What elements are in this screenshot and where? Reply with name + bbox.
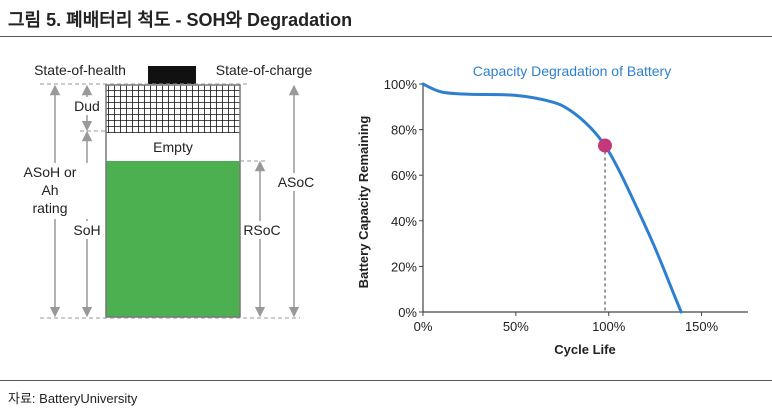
state-of-health-label: State-of-health: [34, 62, 126, 78]
asoh-label-line3: rating: [32, 200, 67, 216]
capacity-series-line: [421, 82, 683, 314]
dud-label: Dud: [74, 98, 100, 114]
soh-label: SoH: [73, 222, 100, 238]
x-axis-label: Cycle Life: [554, 342, 615, 357]
y-tick-label: 100%: [384, 77, 418, 92]
y-tick-label: 40%: [391, 214, 417, 229]
asoh-label-bg: [20, 163, 90, 219]
y-tick-labels: 0% 20% 40% 60% 80% 100%: [384, 77, 423, 320]
bottom-divider: [0, 380, 772, 381]
chart-title: Capacity Degradation of Battery: [473, 63, 671, 79]
capacity-chart: Capacity Degradation of Battery 0% 20% 40%…: [356, 63, 748, 357]
y-tick-label: 20%: [391, 259, 417, 274]
battery-diagram: State-of-health State-of-charge Empty Du…: [20, 62, 316, 319]
battery-terminal: [148, 66, 196, 84]
figure-title: 그림 5. 폐배터리 척도 - SOH와 Degradation: [8, 10, 353, 30]
y-tick-label: 0%: [398, 305, 417, 320]
empty-label: Empty: [153, 139, 193, 155]
asoh-label-line1: ASoH or: [24, 164, 77, 180]
source-note: 자료: BatteryUniversity: [8, 391, 138, 406]
dud-region: [106, 85, 240, 133]
rsoc-label-bg: [243, 221, 281, 239]
y-tick-label: 60%: [391, 168, 417, 183]
x-tick-label: 0%: [414, 319, 433, 334]
asoc-label-bg: [276, 173, 316, 191]
battery-body: [105, 84, 241, 318]
x-tick-label: 100%: [592, 319, 626, 334]
x-tick-labels: 0% 50% 100% 150%: [414, 312, 719, 334]
asoh-label-line2: Ah: [41, 182, 58, 198]
rsoc-label: RSoC: [243, 222, 280, 238]
soh-label-bg: [72, 221, 104, 239]
asoc-label: ASoC: [278, 174, 315, 190]
charge-fill: [106, 161, 240, 317]
top-divider: [0, 36, 772, 37]
empty-region: [106, 133, 240, 161]
y-tick-label: 80%: [391, 123, 417, 138]
x-tick-label: 150%: [685, 319, 719, 334]
dud-label-bg: [70, 97, 104, 115]
state-of-charge-label: State-of-charge: [216, 62, 313, 78]
x-tick-label: 50%: [503, 319, 529, 334]
y-axis-label: Battery Capacity Remaining: [356, 116, 371, 289]
capacity-marker-point: [598, 138, 612, 153]
